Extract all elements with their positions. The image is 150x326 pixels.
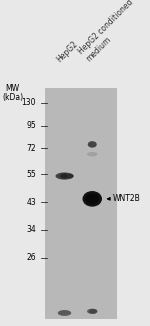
Text: HepG2 conditioned
medium: HepG2 conditioned medium [77, 0, 143, 64]
Ellipse shape [87, 309, 98, 314]
Ellipse shape [82, 191, 102, 207]
Text: HepG2: HepG2 [55, 39, 80, 64]
Text: MW: MW [6, 83, 20, 93]
Ellipse shape [87, 152, 98, 156]
Ellipse shape [60, 173, 69, 179]
Text: 43: 43 [26, 198, 36, 207]
Text: WNT2B: WNT2B [112, 194, 140, 203]
Text: (kDa): (kDa) [2, 93, 23, 102]
Text: 95: 95 [26, 121, 36, 130]
Bar [45, 88, 117, 319]
Ellipse shape [56, 172, 74, 180]
Text: 72: 72 [26, 144, 36, 153]
Text: 34: 34 [26, 225, 36, 234]
Ellipse shape [85, 193, 99, 204]
Ellipse shape [89, 309, 97, 314]
Text: 55: 55 [26, 170, 36, 179]
Ellipse shape [88, 141, 97, 148]
Text: 130: 130 [21, 98, 36, 107]
Ellipse shape [68, 174, 74, 178]
Text: 26: 26 [26, 253, 36, 262]
Ellipse shape [58, 310, 71, 316]
